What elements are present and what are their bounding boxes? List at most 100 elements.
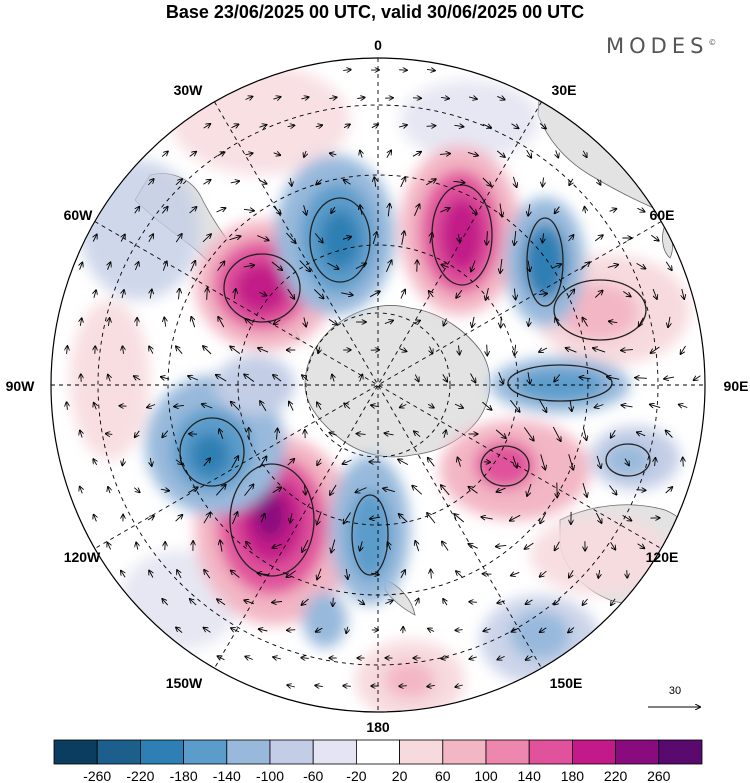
wind-arrow — [402, 231, 405, 245]
contour-line — [526, 217, 564, 307]
wind-arrow — [569, 570, 574, 577]
wind-arrow — [568, 454, 574, 470]
wind-arrow — [497, 656, 505, 659]
wind-arrow — [556, 150, 559, 157]
wind-arrow — [290, 178, 291, 186]
wind-arrow — [260, 401, 267, 412]
wind-arrow — [304, 150, 306, 157]
wind-arrow — [487, 231, 488, 245]
wind-arrow — [454, 514, 465, 523]
colorbar-swatch — [226, 739, 271, 765]
height-anomaly-field — [70, 65, 690, 712]
wind-arrow — [495, 429, 506, 438]
wind-arrow — [552, 426, 560, 441]
lon-label-30e: 30E — [552, 82, 577, 98]
wind-arrow — [289, 402, 294, 411]
wind-arrow — [611, 598, 615, 605]
contour-line — [309, 197, 371, 283]
wind-arrow — [134, 488, 139, 493]
wind-arrow — [400, 570, 405, 579]
wind-arrow — [259, 629, 268, 631]
wind-arrow — [346, 626, 348, 633]
wind-arrow — [526, 600, 533, 604]
meridian-line — [214, 101, 542, 669]
wind-arrow — [636, 263, 646, 268]
wind-arrow — [327, 262, 338, 269]
contour-line — [507, 364, 613, 402]
wind-arrow — [637, 543, 645, 549]
wind-arrow — [343, 459, 352, 464]
wind-arrow — [161, 151, 168, 157]
colorbar-swatch — [615, 739, 660, 765]
wind-arrow — [273, 375, 282, 382]
wind-arrow — [177, 570, 181, 579]
wind-arrow — [566, 348, 577, 353]
wind-arrow — [637, 432, 646, 436]
wind-arrow — [204, 570, 211, 579]
wind-arrow — [191, 317, 194, 328]
wind-arrow — [204, 628, 211, 633]
wind-arrow — [122, 290, 124, 299]
colorbar-tick-label: 100 — [474, 768, 498, 783]
wind-arrow — [655, 458, 656, 467]
wind-arrow — [568, 235, 574, 242]
wind-arrow — [316, 179, 323, 184]
contour-line — [229, 463, 315, 577]
wind-arrow — [231, 628, 240, 632]
wind-arrow — [93, 235, 97, 242]
wind-arrow — [511, 572, 520, 575]
wind-arrow — [189, 152, 196, 157]
wind-arrow — [261, 514, 264, 523]
wind-arrow — [482, 177, 491, 186]
wind-arrow — [287, 459, 295, 466]
wind-arrow — [430, 346, 433, 354]
wind-arrow — [315, 685, 323, 686]
map-boundary — [50, 57, 706, 713]
wind-arrow — [287, 125, 295, 126]
wind-arrow — [231, 124, 239, 127]
wind-arrow — [302, 598, 309, 605]
wind-arrow — [176, 627, 183, 633]
anomaly-positive-lobe — [440, 197, 484, 273]
wind-arrow — [441, 657, 449, 658]
wind-arrow — [257, 235, 268, 241]
wind-arrow — [135, 262, 138, 271]
wind-arrow — [498, 372, 504, 383]
wind-arrow — [148, 234, 153, 243]
wind-arrow — [299, 260, 310, 272]
wind-arrow — [357, 599, 364, 605]
wind-arrow — [582, 482, 587, 497]
wind-arrow — [682, 288, 684, 299]
wind-arrow — [694, 375, 701, 380]
wind-arrow — [400, 290, 405, 299]
wind-arrow — [427, 685, 435, 686]
wind-arrow — [512, 628, 519, 632]
wind-arrow — [598, 178, 601, 185]
wind-arrow — [150, 457, 151, 466]
wind-arrow — [501, 316, 502, 328]
wind-arrow — [607, 265, 618, 268]
wind-arrow — [217, 152, 225, 156]
wind-arrow — [371, 405, 380, 407]
wind-arrow — [94, 290, 96, 298]
colorbar-tick-label: -20 — [346, 768, 366, 783]
colorbar: -260 -220 -180 -140 -100 -60 -20 20 60 100 140 180 2… — [53, 739, 703, 783]
wind-arrow — [245, 153, 252, 155]
wind-arrow — [683, 458, 684, 467]
colorbar-tick-label: 180 — [561, 768, 585, 783]
wind-arrow — [428, 458, 435, 467]
wind-arrow — [287, 685, 295, 687]
meridian-line — [94, 221, 662, 549]
wind-arrow — [441, 485, 450, 496]
copyright-mark: © — [708, 38, 717, 47]
wind-arrow — [595, 405, 604, 408]
wind-arrow — [625, 458, 629, 466]
colorbar-tick-label: 220 — [604, 768, 628, 783]
colorbar-swatch — [96, 739, 141, 765]
lon-label-120w: 120W — [64, 549, 101, 565]
wind-arrow — [360, 151, 362, 158]
colorbar-swatch — [572, 739, 617, 765]
wind-arrow — [471, 260, 476, 272]
wind-arrow — [482, 124, 491, 127]
wind-arrow — [513, 176, 516, 187]
